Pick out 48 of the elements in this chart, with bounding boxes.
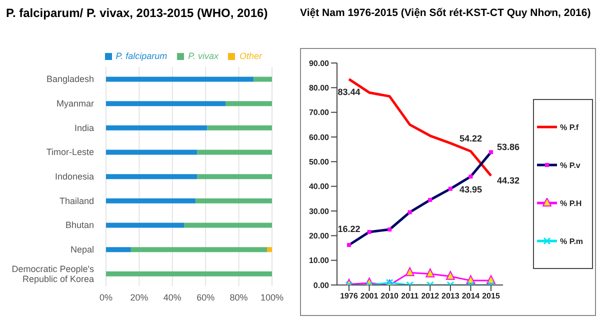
y-tick-label: 60.00 — [309, 132, 330, 142]
legend-label: % P.m — [560, 236, 584, 246]
y-tick-label: 30.00 — [309, 206, 330, 216]
data-label: 16.22 — [338, 224, 360, 234]
x-tick-label: 2013 — [442, 292, 460, 301]
y-tick-label: 10.00 — [309, 256, 330, 266]
y-tick-label: 0.00 — [313, 280, 330, 290]
y-tick-label: 50.00 — [309, 158, 330, 167]
legend-label: Other — [239, 51, 262, 61]
y-tick-label: 80.00 — [309, 84, 330, 93]
legend-label: % P.v — [560, 160, 580, 170]
x-tick-label: 0% — [99, 292, 113, 302]
data-label: 53.86 — [497, 142, 520, 152]
y-tick-label: India — [74, 122, 94, 133]
data-label: 83.44 — [338, 87, 360, 98]
x-tick-label: 2010 — [380, 292, 400, 301]
x-tick-label: 1976 — [340, 292, 358, 301]
legend-label: P. falciparum — [116, 51, 168, 61]
x-tick-label: 20% — [130, 292, 148, 302]
y-tick-label: Bhutan — [65, 220, 94, 230]
chart-title: Việt Nam 1976-2015 (Viện Sốt rét-KST-CT Quy Nhơn, 2016) — [300, 6, 592, 21]
y-tick-label: Thailand — [59, 196, 94, 206]
y-tick-label: 90.00 — [309, 58, 330, 68]
x-tick-label: 100% — [260, 292, 284, 302]
y-tick-label: 70.00 — [309, 108, 330, 118]
y-tick-label: Democratic People's Republic of Korea — [12, 264, 94, 284]
chart-title: P. falciparum/ P. vivax, 2013-2015 (WHO, 2016) — [6, 5, 269, 22]
legend-label: P. vivax — [188, 51, 218, 61]
legend-label: % P.f — [560, 122, 579, 132]
y-tick-label: 40.00 — [309, 182, 330, 192]
x-tick-label: 60% — [196, 292, 215, 302]
y-tick-label: Indonesia — [54, 172, 94, 182]
y-tick-label: 20.00 — [309, 232, 330, 241]
data-label: 44.32 — [497, 176, 520, 186]
y-tick-label: Nepal — [70, 244, 94, 254]
x-tick-label: 2015 — [482, 292, 500, 301]
y-tick-label: Timor-Leste — [46, 147, 94, 158]
data-label: 54.22 — [459, 133, 482, 144]
y-tick-label: Myanmar — [56, 98, 94, 108]
x-tick-label: 2011 — [401, 292, 420, 301]
x-tick-label: 80% — [230, 292, 248, 302]
x-tick-label: 2001 — [360, 292, 379, 301]
x-tick-label: 2014 — [462, 292, 480, 301]
x-tick-label: 40% — [163, 292, 182, 302]
y-tick-label: Bangladesh — [46, 74, 94, 84]
data-label: 43.95 — [459, 184, 482, 195]
x-tick-label: 2012 — [421, 292, 440, 301]
legend-label: % P.H — [560, 198, 582, 208]
